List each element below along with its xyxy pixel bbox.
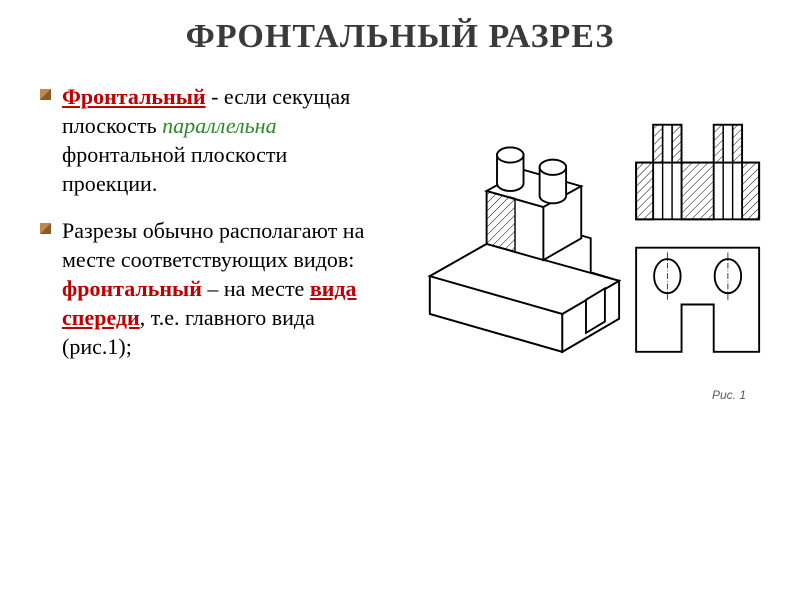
text-plain: фронтальной плоскости проекции. <box>62 142 287 196</box>
isometric-view <box>429 147 618 351</box>
figure-box: Рис. 1 <box>392 88 770 398</box>
bullet-list: Фронтальный - если секущая плоскость пар… <box>30 82 380 379</box>
list-item: Фронтальный - если секущая плоскость пар… <box>40 82 380 198</box>
top-view <box>636 248 759 352</box>
page-title: ФРОНТАЛЬНЫЙ РАЗРЕЗ <box>30 18 770 56</box>
text-plain: Разрезы обычно располагают на месте соот… <box>62 218 364 272</box>
section-front-view <box>636 125 759 220</box>
technical-drawing <box>392 88 770 398</box>
text-plain: – на месте <box>202 276 310 301</box>
figure: Рис. 1 <box>392 82 770 398</box>
list-item: Разрезы обычно располагают на месте соот… <box>40 216 380 361</box>
figure-caption: Рис. 1 <box>712 388 746 402</box>
text-emphasis-green: параллельна <box>162 113 276 138</box>
slide: ФРОНТАЛЬНЫЙ РАЗРЕЗ Фронтальный - если се… <box>0 0 800 600</box>
content-row: Фронтальный - если секущая плоскость пар… <box>30 82 770 398</box>
text-emphasis-red: фронтальный <box>62 276 202 301</box>
text-emphasis-red: Фронтальный <box>62 84 206 109</box>
